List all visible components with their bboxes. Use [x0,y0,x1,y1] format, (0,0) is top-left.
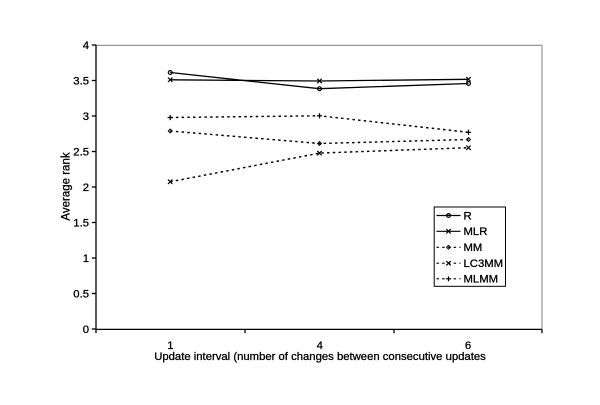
svg-text:4: 4 [317,340,323,352]
svg-text:MLMM: MLMM [464,274,499,286]
svg-text:Average rank: Average rank [61,152,73,220]
svg-text:6: 6 [465,340,471,352]
svg-text:MM: MM [464,242,483,254]
svg-text:0: 0 [83,324,89,336]
svg-text:3: 3 [83,111,89,123]
svg-text:1: 1 [83,253,89,265]
svg-text:MLR: MLR [464,226,488,238]
svg-text:4: 4 [83,40,89,52]
svg-text:0.5: 0.5 [73,288,89,300]
svg-text:2.5: 2.5 [73,146,89,158]
svg-text:3.5: 3.5 [73,75,89,87]
svg-text:Update interval (number of cha: Update interval (number of changes betwe… [154,351,486,363]
svg-text:2: 2 [83,182,89,194]
svg-text:LC3MM: LC3MM [464,258,504,270]
svg-text:1: 1 [167,340,173,352]
svg-text:R: R [464,210,472,222]
svg-text:1.5: 1.5 [73,217,89,229]
